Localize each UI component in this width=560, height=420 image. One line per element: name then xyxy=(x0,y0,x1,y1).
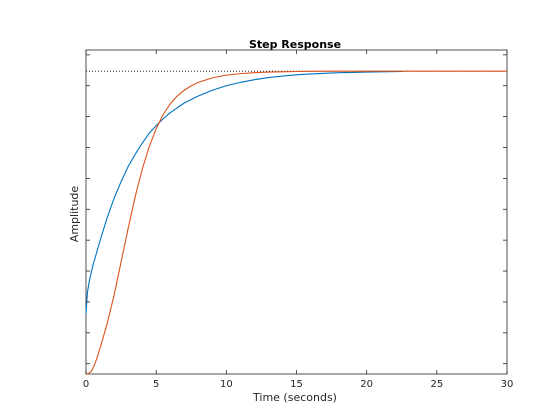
series-layer xyxy=(85,70,507,375)
x-tick-label: 10 xyxy=(220,379,233,390)
plot-area xyxy=(85,49,508,375)
x-axis-ticks: 0 5 10 15 20 25 30 xyxy=(83,50,514,390)
x-tick-label: 20 xyxy=(360,379,373,390)
x-tick-label: 30 xyxy=(501,379,514,390)
x-tick-label: 25 xyxy=(430,379,443,390)
x-tick-label: 15 xyxy=(290,379,303,390)
x-tick-label: 5 xyxy=(153,379,159,390)
y-axis-label: Amplitude xyxy=(68,186,81,243)
x-tick-label: 0 xyxy=(83,379,89,390)
axes-box xyxy=(85,49,508,375)
series-line-2 xyxy=(85,70,507,375)
chart-title: Step Response xyxy=(249,38,341,51)
x-axis-label: Time (seconds) xyxy=(252,391,337,404)
y-axis-ticks xyxy=(86,54,507,365)
series-line-1 xyxy=(85,70,404,314)
